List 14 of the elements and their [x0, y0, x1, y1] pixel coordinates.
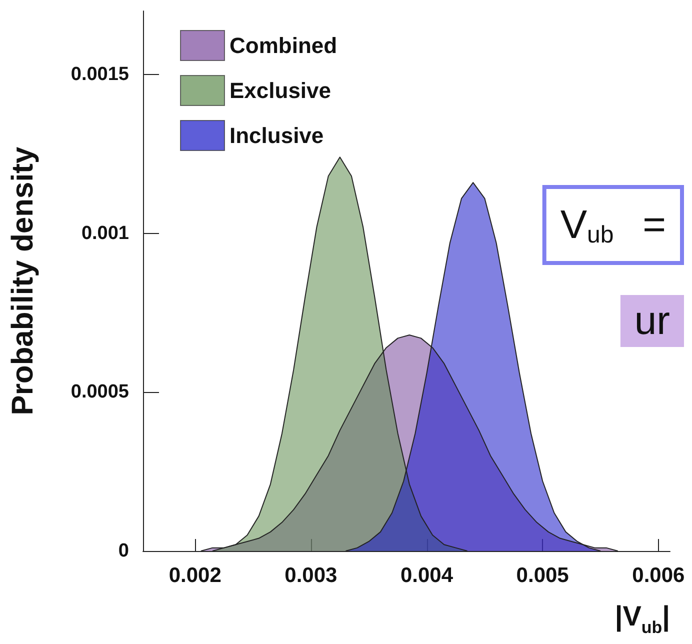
y-axis-title: Probability density	[6, 146, 40, 416]
legend-label: Exclusive	[230, 78, 332, 103]
y-tick-label: 0.0015	[70, 64, 130, 86]
x-tick-label: 0.005	[516, 564, 570, 587]
y-tick-label: 0.0005	[70, 382, 130, 403]
annotation: ur	[634, 299, 670, 343]
legend-label: Inclusive	[230, 123, 324, 148]
x-tick-label: 0.004	[400, 564, 454, 587]
legend-label: Combined	[230, 33, 338, 58]
y-tick-label: 0.001	[81, 222, 130, 244]
y-tick-label: 0	[118, 540, 129, 562]
x-tick-label: 0.003	[284, 564, 338, 587]
x-tick-label: 0.006	[632, 564, 685, 587]
x-tick-label: 0.002	[168, 564, 222, 587]
